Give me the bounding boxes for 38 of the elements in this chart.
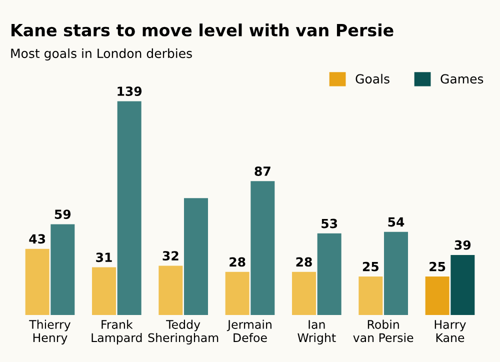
- bar: [358, 276, 383, 315]
- bar: [250, 181, 275, 315]
- bar: [292, 272, 316, 315]
- data-label: 31: [96, 252, 112, 262]
- bar: [450, 254, 475, 315]
- legend-label: Games: [440, 74, 484, 84]
- data-label: 59: [54, 210, 71, 220]
- data-label: 53: [322, 218, 338, 228]
- bar: [158, 266, 183, 315]
- x-tick-label: Jermain Defoe: [226, 320, 272, 342]
- data-label: 139: [118, 86, 142, 96]
- x-tick-label: Robin van Persie: [353, 320, 414, 342]
- data-label: 43: [29, 234, 46, 244]
- bar: [50, 224, 75, 315]
- x-tick-label: Thierry Henry: [29, 320, 71, 344]
- data-label: 28: [296, 257, 312, 267]
- bar: [184, 198, 208, 315]
- chart-subtitle: Most goals in London derbies: [11, 48, 192, 61]
- x-tick-label: Teddy Sheringham: [148, 320, 218, 344]
- bar: [92, 267, 116, 315]
- data-label: 25: [362, 262, 378, 272]
- data-label: 25: [430, 262, 446, 272]
- data-label: 54: [388, 217, 404, 227]
- data-label: 39: [454, 240, 471, 250]
- bar: [425, 276, 450, 315]
- x-tick-label: Ian Wright: [298, 320, 336, 344]
- data-label: 87: [254, 166, 270, 176]
- bar: [225, 272, 250, 315]
- chart-title: Kane stars to move level with van Persie: [12, 24, 394, 36]
- bar: [317, 233, 342, 315]
- data-label: 28: [230, 257, 246, 267]
- bar: [25, 248, 50, 315]
- legend-label: Goals: [356, 74, 390, 84]
- data-label: 32: [162, 251, 178, 261]
- x-tick-label: Harry Kane: [434, 320, 466, 342]
- x-tick-label: Frank Lampard: [92, 320, 142, 344]
- bar: [384, 232, 408, 315]
- bar: [117, 101, 142, 315]
